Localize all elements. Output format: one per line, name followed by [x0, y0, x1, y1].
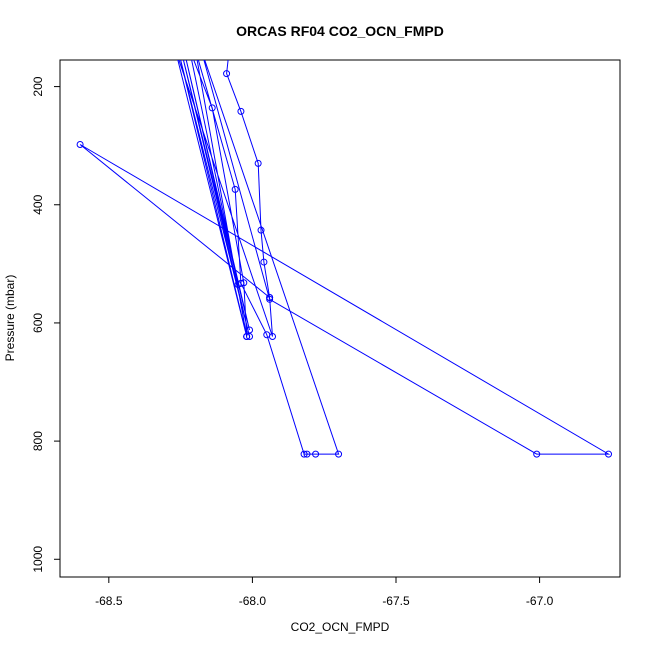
data-point — [254, 159, 262, 167]
data-point — [246, 326, 254, 334]
data-point — [76, 140, 84, 148]
y-tick-label: 200 — [31, 76, 45, 96]
data-point — [208, 104, 216, 112]
data-point — [231, 185, 239, 193]
y-tick-label: 1000 — [31, 546, 45, 573]
data-point — [266, 294, 274, 302]
y-tick-label: 800 — [31, 431, 45, 451]
x-axis-label: CO2_OCN_FMPD — [291, 620, 390, 634]
x-axis: -68.5 -68.0 -67.5 -67.0 — [95, 577, 554, 608]
y-tick-label: 400 — [31, 194, 45, 214]
data-point — [533, 450, 541, 458]
plot-frame — [59, 59, 621, 578]
x-tick-label: -68.0 — [239, 594, 267, 608]
chart-title: ORCAS RF04 CO2_OCN_FMPD — [236, 23, 444, 39]
data-point — [605, 450, 613, 458]
data-point — [300, 450, 308, 458]
data-point — [257, 226, 265, 234]
data-point — [263, 331, 271, 339]
x-tick-label: -67.5 — [382, 594, 410, 608]
data-point — [240, 279, 248, 287]
series-line — [79, 60, 611, 455]
y-axis: 200 400 600 800 1000 — [31, 76, 60, 573]
data-point — [243, 333, 251, 341]
data-point — [237, 279, 245, 287]
x-tick-label: -68.5 — [95, 594, 123, 608]
series-layer — [76, 60, 613, 458]
x-tick-label: -67.0 — [526, 594, 554, 608]
data-point — [237, 107, 245, 115]
data-point — [335, 450, 343, 458]
data-point — [260, 258, 268, 266]
data-point — [223, 70, 231, 78]
data-point — [303, 450, 311, 458]
data-point — [312, 450, 320, 458]
y-tick-label: 600 — [31, 313, 45, 333]
y-axis-label: Pressure (mbar) — [3, 275, 17, 362]
